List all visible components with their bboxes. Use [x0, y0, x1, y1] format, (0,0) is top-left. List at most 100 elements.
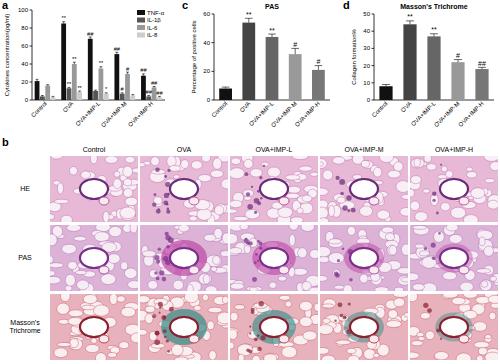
y-tick	[372, 65, 375, 66]
error-bar	[222, 87, 230, 88]
inflammatory-cell	[155, 331, 160, 336]
alveolus	[210, 170, 223, 177]
alveolus	[401, 244, 408, 255]
alveolus	[441, 203, 451, 211]
inflammatory-cell	[164, 175, 167, 178]
bar	[157, 97, 162, 100]
inflammatory-cell	[251, 310, 255, 314]
tissue-background	[50, 156, 138, 222]
alveolus	[389, 245, 397, 255]
vessel	[189, 266, 199, 274]
inflammatory-cell	[156, 277, 160, 281]
vessel	[189, 197, 199, 205]
alveolus	[388, 310, 397, 319]
error-stem	[37, 79, 38, 81]
micrograph	[50, 225, 138, 291]
inflammatory-cell	[159, 306, 161, 308]
error-bar	[430, 34, 438, 37]
alveolus	[264, 354, 277, 360]
alveolus	[329, 239, 342, 244]
alveolus	[320, 325, 333, 335]
alveolus	[243, 190, 254, 197]
inflammatory-cell	[259, 301, 264, 306]
y-tick	[372, 14, 375, 15]
alveolus	[485, 179, 495, 183]
y-axis-line	[374, 14, 375, 100]
inflammatory-cell	[334, 320, 336, 322]
error-stem	[248, 18, 249, 22]
error-bar	[126, 72, 129, 74]
alveolus	[321, 355, 335, 360]
error-stem	[68, 87, 69, 89]
tissue-background	[50, 225, 138, 291]
error-bar	[73, 62, 76, 64]
inflammatory-cell	[349, 278, 353, 282]
alveolus	[267, 167, 280, 177]
inflammatory-cell	[154, 271, 158, 275]
alveolus	[93, 305, 109, 316]
error-bar	[478, 67, 486, 69]
y-tick-label: 0	[25, 97, 29, 103]
alveolus	[417, 332, 424, 337]
error-stem	[434, 34, 435, 37]
significance-mark: **	[431, 26, 437, 33]
alveolus	[214, 206, 223, 215]
panel-letter: b	[2, 136, 9, 148]
error-stem	[458, 60, 459, 63]
error-bar	[94, 90, 97, 92]
inflammatory-cell	[438, 232, 441, 235]
alveolus	[415, 244, 424, 248]
tissue-background	[230, 225, 318, 291]
inflammatory-cell	[423, 303, 428, 308]
inflammatory-cell	[259, 242, 263, 246]
alveolus	[184, 294, 198, 303]
alveolus	[385, 233, 394, 241]
alveolus	[50, 256, 53, 264]
alveolus	[332, 157, 344, 164]
annotations: **######**###****###***##	[61, 15, 163, 96]
micrograph	[50, 294, 138, 360]
row-label-line: Masson's	[10, 319, 40, 326]
alveolus	[125, 156, 135, 163]
annotations: ****##	[246, 11, 320, 65]
inflammatory-cell	[431, 243, 436, 248]
vessel	[99, 266, 109, 274]
stain-region	[252, 310, 296, 344]
alveolus	[434, 352, 448, 360]
alveolus	[490, 162, 498, 171]
alveolus	[423, 189, 430, 193]
bar	[403, 24, 416, 100]
tissue-background	[230, 156, 318, 222]
error-stem	[100, 67, 101, 69]
significance-mark: #	[316, 58, 320, 65]
alveolus	[484, 156, 498, 161]
inflammatory-cell	[259, 176, 262, 179]
inflammatory-cell	[339, 179, 345, 185]
alveolus	[404, 313, 408, 318]
column-header: Control	[83, 146, 106, 153]
significance-mark: #	[293, 41, 297, 48]
airway	[80, 179, 108, 199]
alveolus	[76, 270, 87, 274]
vessel	[459, 197, 469, 205]
chart-title: Masson's Trichrome	[400, 3, 468, 10]
micrograph	[410, 225, 498, 291]
alveolus	[400, 208, 408, 217]
inflammatory-cell	[348, 302, 351, 305]
vessel	[99, 335, 109, 343]
error-stem	[154, 86, 155, 88]
alveolus	[298, 248, 307, 258]
alveolus	[250, 169, 262, 177]
inflammatory-cell	[351, 208, 356, 213]
alveolus	[412, 284, 424, 291]
alveolus	[51, 156, 63, 159]
y-tick	[212, 14, 215, 15]
alveolus	[142, 251, 156, 257]
inflammatory-cell	[257, 347, 262, 352]
bar	[77, 92, 82, 100]
bar	[40, 96, 45, 100]
alveolus	[211, 267, 217, 272]
alveolus	[343, 285, 352, 291]
error-stem	[74, 62, 75, 64]
alveolus	[320, 275, 328, 281]
